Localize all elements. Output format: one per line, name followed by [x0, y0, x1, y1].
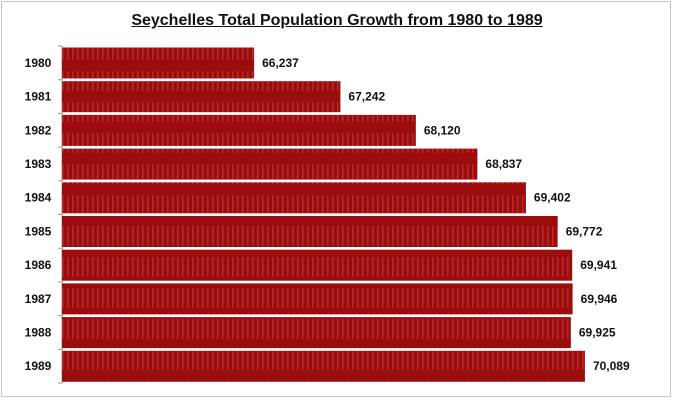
bar-1980: [62, 47, 255, 79]
data-label: 68,837: [485, 157, 522, 171]
data-label: 69,402: [534, 191, 571, 205]
data-label: 66,237: [262, 56, 299, 70]
y-tick-label: 1983: [25, 157, 52, 171]
chart-title-text: Seychelles Total Population Growth from …: [131, 12, 543, 29]
y-tick-label: 1982: [25, 123, 52, 137]
data-label: 69,772: [566, 224, 603, 238]
data-label: 69,941: [580, 258, 617, 272]
y-tick-label: 1981: [25, 90, 52, 104]
data-label: 68,120: [424, 123, 461, 137]
y-tick-label: 1986: [25, 258, 52, 272]
data-label: 70,089: [593, 359, 630, 373]
y-tick-label: 1987: [25, 292, 52, 306]
y-tick-label: 1989: [25, 359, 52, 373]
bar-1986: [62, 249, 573, 281]
data-label: 69,925: [579, 325, 616, 339]
data-label: 67,242: [348, 90, 385, 104]
chart-title: Seychelles Total Population Growth from …: [0, 12, 674, 30]
y-tick-label: 1988: [25, 325, 52, 339]
bar-1982: [62, 114, 416, 146]
y-tick-label: 1980: [25, 56, 52, 70]
bar-1989: [62, 350, 585, 382]
bar-1984: [62, 182, 526, 214]
bar-1988: [62, 317, 571, 349]
bar-1987: [62, 283, 573, 315]
y-tick-label: 1984: [25, 191, 52, 205]
bar-1985: [62, 216, 558, 247]
bar-1983: [62, 148, 478, 180]
data-label: 69,946: [581, 292, 618, 306]
y-tick-label: 1985: [25, 224, 52, 238]
bar-1981: [62, 81, 341, 113]
